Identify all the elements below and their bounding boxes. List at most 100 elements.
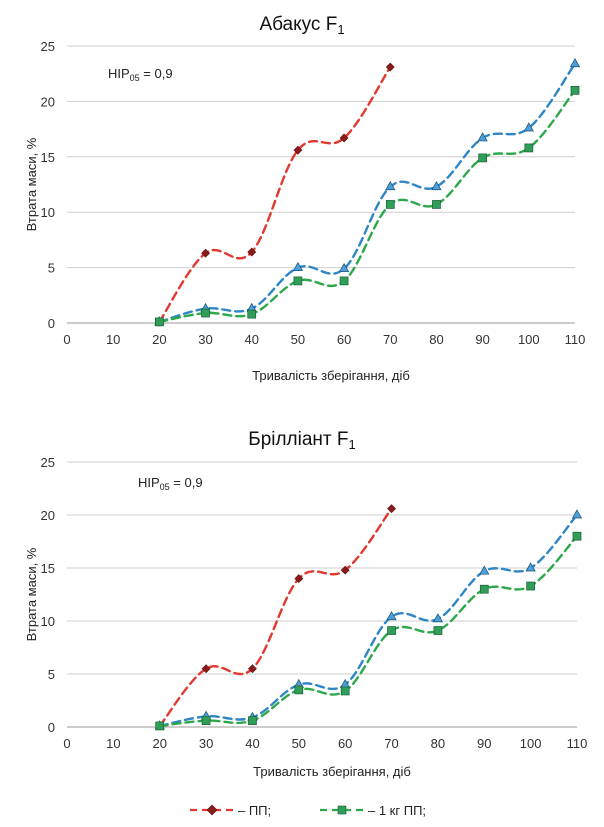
data-point — [432, 200, 441, 209]
data-point — [523, 122, 534, 132]
chart-abakus: Абакус F1 0 5 10 15 20 25 0 10 20 30 40 50 60 70 80 90 10… — [0, 0, 604, 393]
data-point — [572, 531, 582, 541]
data-point — [155, 317, 164, 327]
x-tick-label: 50 — [292, 736, 306, 751]
chart-title-subscript: 1 — [337, 22, 344, 37]
data-point — [338, 262, 350, 273]
data-point — [201, 664, 211, 674]
data-point — [569, 58, 581, 68]
y-tick-label: 25 — [41, 455, 55, 470]
x-tick-label: 40 — [244, 332, 258, 347]
y-tick-label: 0 — [48, 316, 55, 331]
data-point — [524, 143, 534, 153]
y-tick-label: 15 — [41, 150, 55, 165]
x-tick-label: 40 — [245, 736, 259, 751]
data-point — [385, 200, 395, 209]
data-point — [385, 181, 396, 191]
x-tick-label: 90 — [477, 736, 491, 751]
x-tick-label: 20 — [152, 332, 166, 347]
data-point — [294, 685, 304, 695]
legend-swatch-1kg-pp — [320, 805, 364, 815]
data-point — [477, 132, 488, 142]
data-point — [201, 308, 210, 318]
data-point — [387, 504, 396, 514]
legend-item-pp: – ПП; — [188, 796, 271, 824]
data-point — [571, 509, 583, 519]
y-axis-label: Втрата маси, % — [24, 547, 39, 641]
hip-annotation-subscript: 05 — [160, 482, 170, 492]
x-tick-label: 70 — [384, 736, 398, 751]
data-point — [340, 678, 351, 688]
chart-title: Брілліант F1 — [248, 429, 356, 452]
x-tick-label: 20 — [152, 736, 166, 751]
chart-title: Абакус F1 — [259, 14, 344, 37]
x-tick-label: 80 — [431, 736, 445, 751]
y-tick-label: 10 — [41, 614, 55, 629]
x-tick-label: 110 — [567, 736, 588, 751]
x-tick-label: 30 — [198, 332, 212, 347]
x-tick-label: 10 — [106, 736, 120, 751]
y-tick-label: 15 — [41, 561, 55, 576]
x-axis-label: Тривалість зберігання, діб — [253, 764, 411, 779]
data-point — [294, 574, 304, 584]
x-axis-label: Тривалість зберігання, діб — [252, 368, 410, 383]
series-line — [158, 65, 392, 324]
data-point — [340, 565, 350, 575]
x-tick-label: 60 — [338, 736, 352, 751]
hip-annotation-text: HIP — [108, 66, 130, 81]
data-point — [386, 611, 397, 621]
x-tick-label: 50 — [291, 332, 305, 347]
data-point — [155, 721, 165, 731]
data-point — [201, 248, 210, 258]
series-line — [158, 507, 393, 728]
data-point — [479, 565, 490, 575]
y-tick-label: 0 — [48, 720, 55, 735]
x-tick-label: 0 — [63, 332, 70, 347]
legend-swatch-pp — [190, 804, 234, 816]
hip-annotation: HIP05 = 0,9 — [138, 475, 203, 492]
data-point — [339, 133, 349, 143]
hip-annotation-value: = 0,9 — [170, 475, 203, 490]
data-point — [385, 62, 395, 72]
chart-title-text: Абакус F — [259, 14, 337, 35]
x-tick-label: 0 — [63, 736, 70, 751]
data-point — [479, 584, 489, 594]
data-point — [248, 716, 257, 725]
data-point — [293, 276, 303, 286]
x-tick-label: 80 — [429, 332, 443, 347]
x-tick-label: 100 — [518, 332, 540, 347]
data-point — [570, 85, 580, 95]
legend: – ПП; – 1 кг ПП; — [0, 796, 604, 824]
hip-annotation-subscript: 05 — [130, 73, 140, 83]
data-point — [433, 626, 443, 635]
data-point — [478, 153, 487, 163]
data-point — [432, 613, 444, 623]
y-tick-label: 5 — [48, 667, 55, 682]
y-tick-label: 20 — [41, 94, 55, 109]
y-tick-label: 25 — [41, 39, 55, 54]
x-tick-label: 70 — [383, 332, 397, 347]
y-tick-label: 5 — [48, 261, 55, 276]
data-point — [247, 247, 257, 257]
data-point — [248, 664, 257, 674]
hip-annotation-value: = 0,9 — [140, 66, 173, 81]
y-tick-label: 20 — [41, 508, 55, 523]
legend-label-1kg-pp: – 1 кг ПП; — [368, 802, 427, 818]
data-point — [340, 686, 350, 696]
data-point — [292, 261, 304, 271]
chart-brilliant: Брілліант F1 0 5 10 15 20 25 0 10 20 30 40 50 60 70 80 9… — [0, 414, 604, 792]
x-tick-label: 30 — [199, 736, 213, 751]
chart-title-subscript: 1 — [349, 437, 356, 452]
data-point — [525, 562, 536, 572]
data-point — [247, 309, 257, 319]
series-line — [158, 535, 579, 728]
legend-label-pp: – ПП; — [238, 802, 272, 818]
x-tick-label: 10 — [106, 332, 120, 347]
y-tick-label: 10 — [41, 205, 55, 220]
data-point — [431, 181, 442, 191]
data-point — [387, 626, 396, 635]
hip-annotation: HIP05 = 0,9 — [108, 66, 173, 83]
x-tick-label: 90 — [475, 332, 489, 347]
